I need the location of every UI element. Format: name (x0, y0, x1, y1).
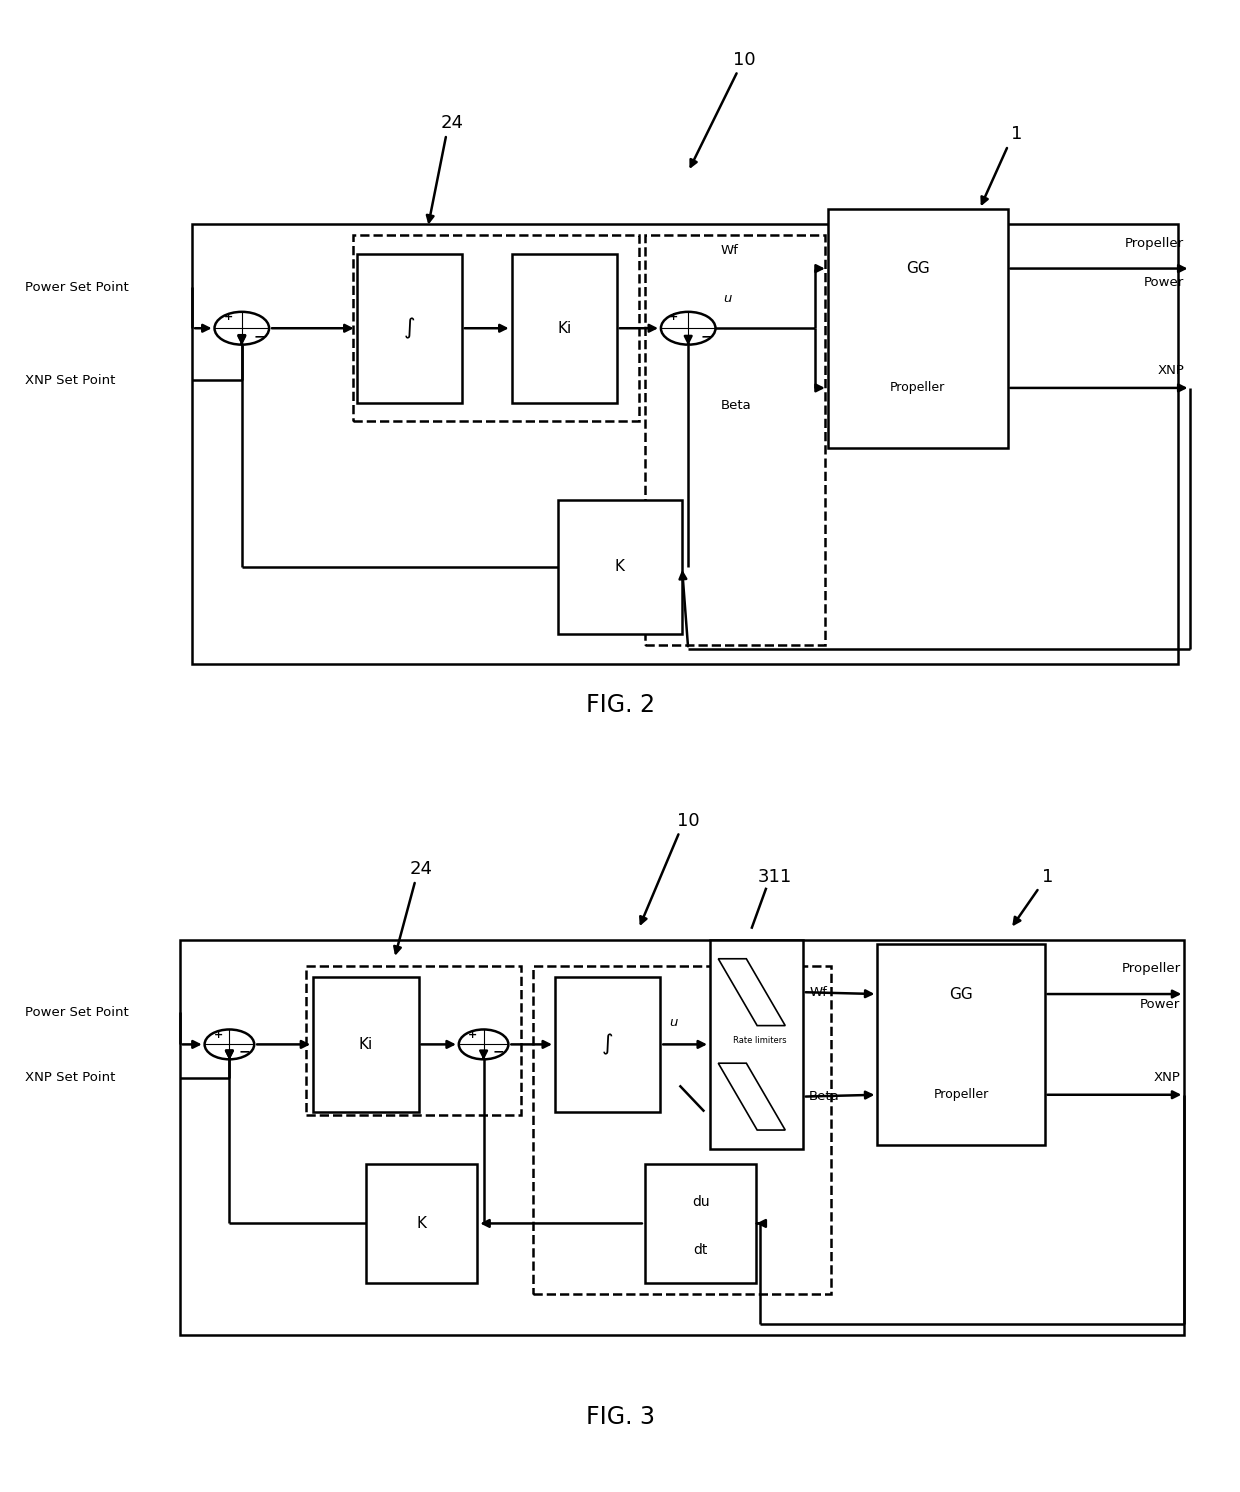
Text: ∫: ∫ (403, 318, 415, 339)
Text: Propeller: Propeller (890, 382, 945, 394)
Bar (558, 500, 682, 634)
Text: XNP Set Point: XNP Set Point (25, 1071, 115, 1085)
Text: +: + (467, 1029, 477, 1040)
Bar (645, 234, 825, 645)
Text: 10: 10 (733, 51, 755, 69)
Text: Propeller: Propeller (1121, 962, 1180, 976)
Text: Propeller: Propeller (934, 1088, 988, 1101)
Text: GG: GG (949, 986, 973, 1001)
Text: −: − (701, 330, 712, 343)
Text: Power: Power (1141, 998, 1180, 1010)
Text: Rate limiters: Rate limiters (733, 1035, 787, 1046)
Text: −: − (492, 1044, 505, 1059)
Text: Ki: Ki (358, 1037, 373, 1052)
Text: +: + (668, 312, 678, 322)
Text: −: − (238, 1044, 250, 1059)
Text: Beta: Beta (720, 398, 751, 412)
Text: ∫: ∫ (601, 1034, 614, 1055)
Text: Propeller: Propeller (1125, 237, 1184, 249)
Text: 24: 24 (441, 113, 464, 133)
Bar (828, 209, 1007, 448)
Text: Power Set Point: Power Set Point (25, 1006, 129, 1019)
Text: Power Set Point: Power Set Point (25, 280, 129, 294)
Text: u: u (670, 1016, 677, 1028)
Text: Beta: Beta (808, 1091, 839, 1103)
Bar (533, 967, 831, 1294)
Bar (645, 1164, 756, 1283)
Text: u: u (723, 292, 732, 304)
Text: dt: dt (693, 1243, 708, 1256)
Bar (192, 224, 1178, 664)
Bar (709, 940, 802, 1149)
Text: 10: 10 (677, 812, 699, 830)
Text: XNP: XNP (1157, 364, 1184, 376)
Text: +: + (213, 1029, 223, 1040)
Text: Power: Power (1145, 276, 1184, 289)
Bar (180, 940, 1184, 1335)
Bar (556, 977, 660, 1112)
Text: K: K (417, 1216, 427, 1231)
Bar (878, 944, 1044, 1146)
Text: FIG. 3: FIG. 3 (585, 1405, 655, 1429)
Text: GG: GG (905, 261, 930, 276)
Polygon shape (718, 959, 785, 1025)
Bar (357, 254, 463, 403)
Bar (512, 254, 618, 403)
Text: 1: 1 (1042, 867, 1054, 886)
Text: K: K (615, 560, 625, 574)
Text: du: du (692, 1195, 709, 1209)
Text: FIG. 2: FIG. 2 (585, 692, 655, 718)
Text: Wf: Wf (720, 245, 738, 257)
Text: Ki: Ki (557, 321, 572, 336)
Text: 24: 24 (410, 859, 433, 879)
Text: Wf: Wf (808, 986, 827, 998)
Text: 312: 312 (711, 1118, 745, 1135)
Text: −: − (254, 330, 265, 343)
Bar (306, 967, 521, 1116)
Text: 311: 311 (758, 867, 792, 886)
Bar (366, 1164, 477, 1283)
Bar (312, 977, 419, 1112)
Text: +: + (223, 312, 233, 322)
Bar (353, 234, 639, 421)
Polygon shape (718, 1064, 785, 1129)
Text: XNP: XNP (1153, 1071, 1180, 1083)
Text: XNP Set Point: XNP Set Point (25, 374, 115, 386)
Text: 1: 1 (1011, 125, 1023, 143)
